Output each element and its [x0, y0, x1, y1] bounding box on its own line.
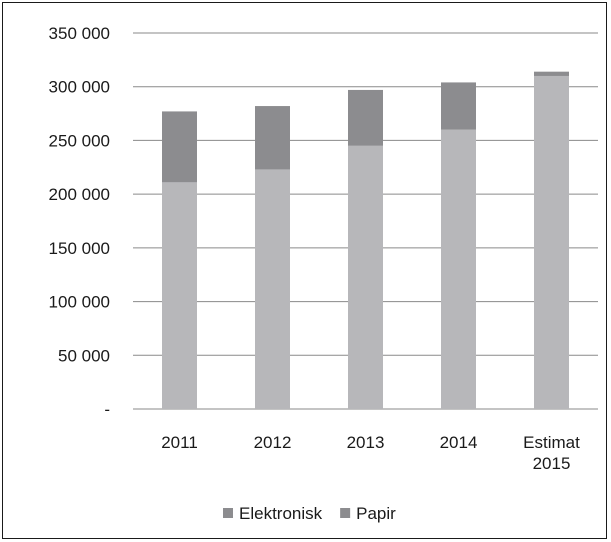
y-tick-label: 350 000 [49, 24, 110, 43]
bars [162, 71, 569, 410]
legend: Elektronisk Papir [223, 504, 396, 523]
y-tick-label: - [104, 400, 110, 419]
x-axis-ticks: 2011 2012 2013 2014 Estimat 2015 [161, 433, 580, 473]
x-tick-label: 2014 [440, 433, 478, 452]
legend-swatch [340, 508, 351, 518]
bar-papir [534, 75, 569, 409]
y-tick-label: 300 000 [49, 78, 110, 97]
bar-elektronisk [348, 89, 383, 146]
x-tick-label: 2011 [161, 433, 198, 452]
x-tick-label: 2013 [347, 433, 385, 452]
y-tick-label: 200 000 [49, 185, 110, 204]
legend-label: Papir [356, 504, 396, 523]
x-tick-label: Estimat [523, 433, 580, 452]
bar-papir [441, 129, 476, 409]
legend-swatch [223, 508, 233, 518]
x-tick-label: 2015 [533, 454, 571, 473]
bar-elektronisk [255, 106, 290, 170]
y-tick-label: 100 000 [49, 293, 110, 312]
bar-papir [255, 169, 290, 409]
bar-elektronisk [534, 71, 569, 76]
bar-elektronisk [162, 111, 197, 183]
x-tick-label: 2012 [254, 433, 292, 452]
y-tick-label: 150 000 [49, 239, 110, 258]
bar-papir [162, 182, 197, 409]
y-tick-label: 250 000 [49, 131, 110, 150]
y-axis-ticks: - 50 000 100 000 150 000 200 000 250 000 300 0… [49, 24, 110, 419]
bar-papir [348, 145, 383, 410]
legend-label: Elektronisk [239, 504, 323, 523]
bar-elektronisk [441, 82, 476, 130]
y-tick-label: 50 000 [58, 346, 110, 365]
stacked-bar-chart: - 50 000 100 000 150 000 200 000 250 000 300 0… [49, 24, 598, 523]
